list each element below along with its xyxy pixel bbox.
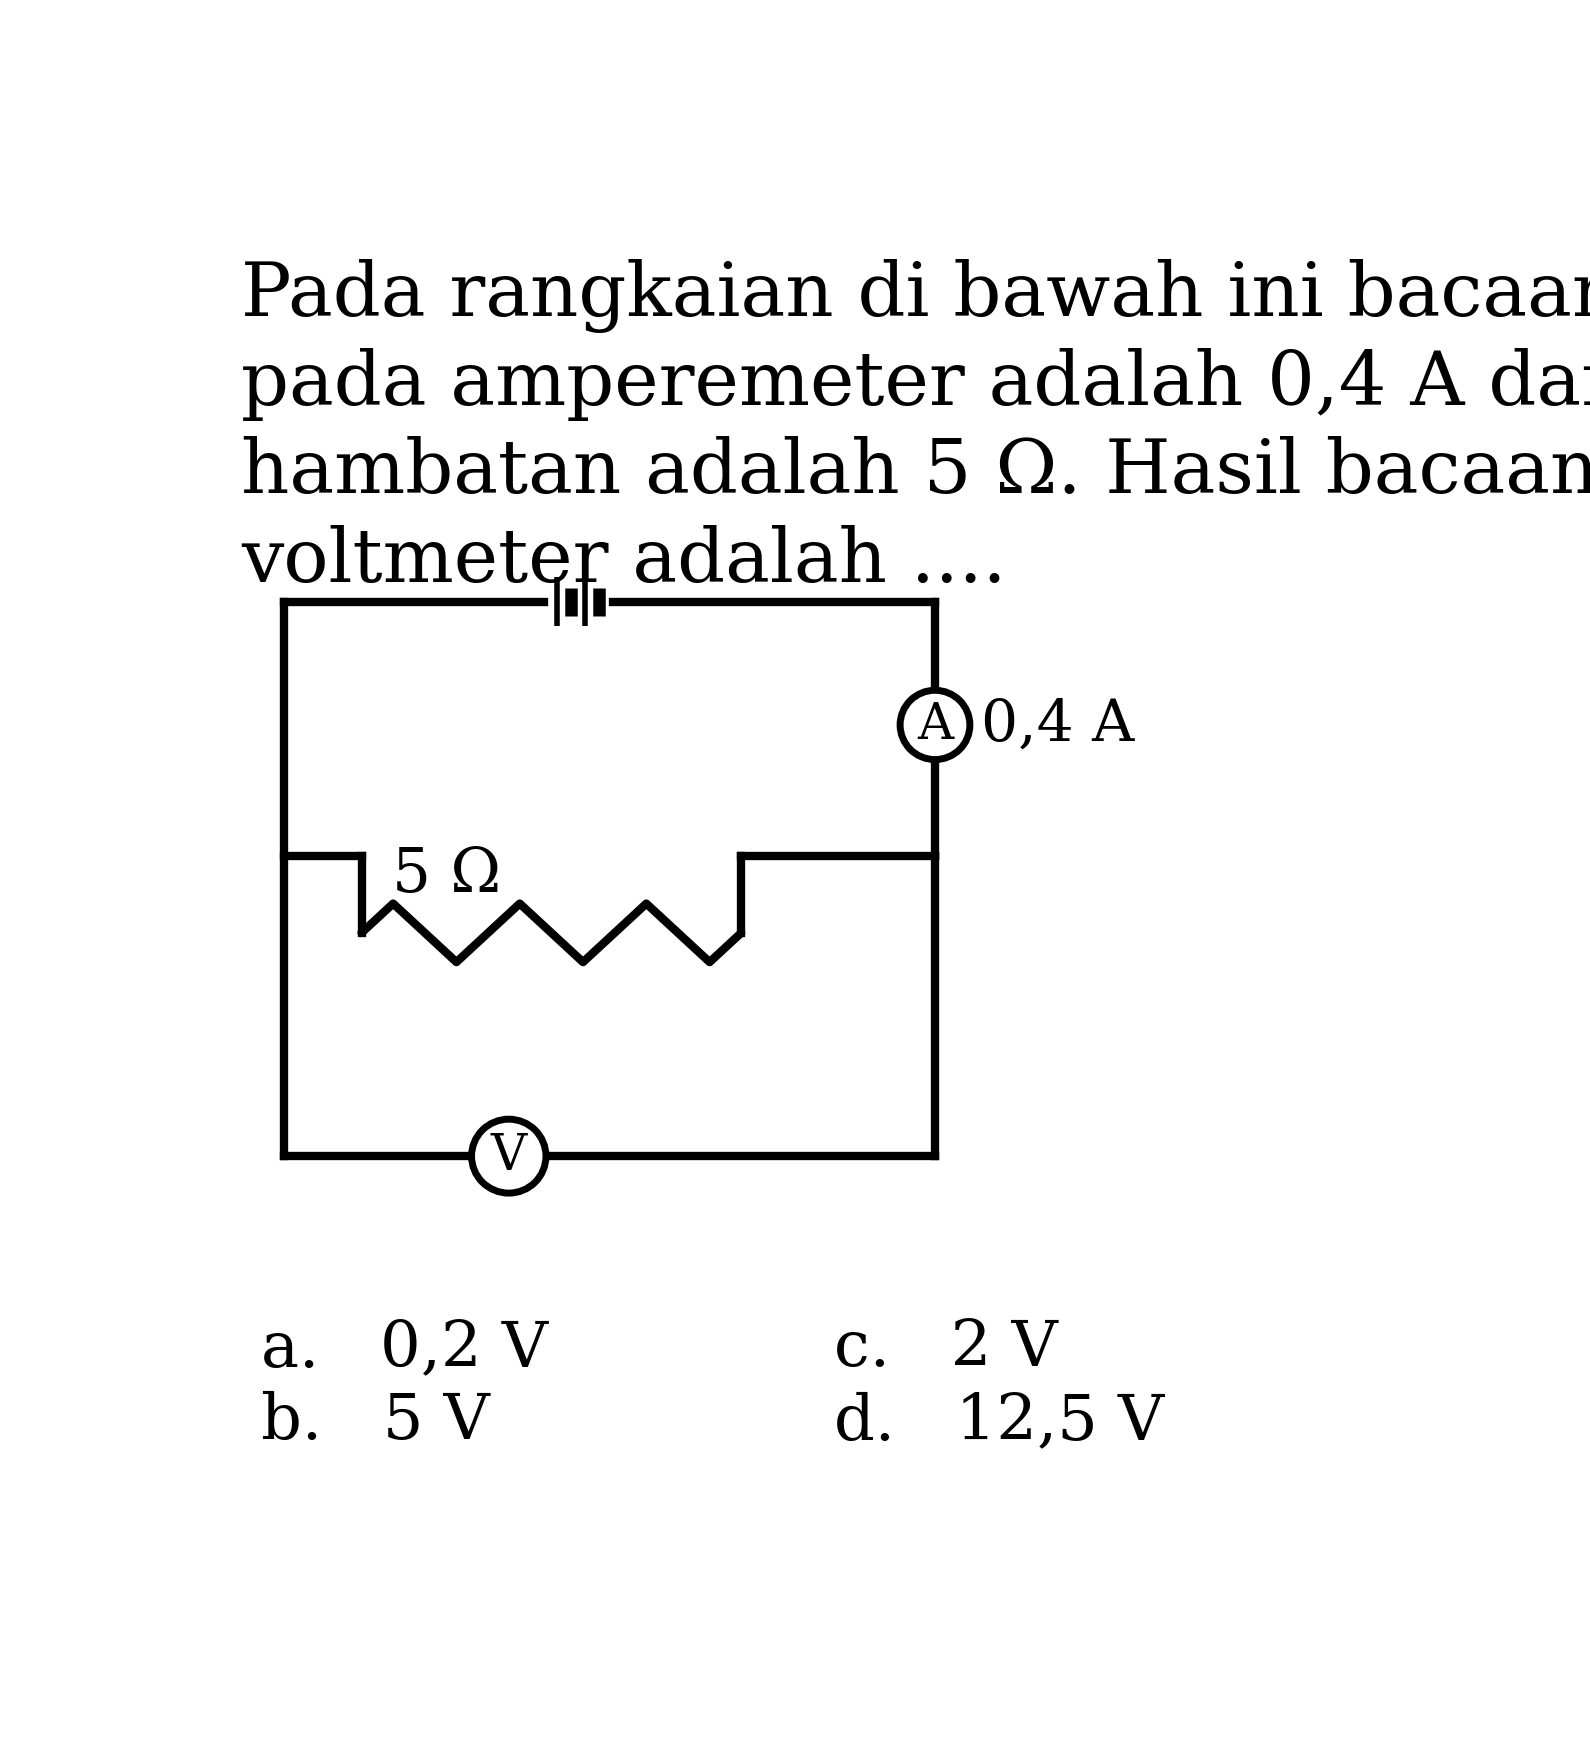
Text: 0,4 A: 0,4 A — [981, 697, 1135, 753]
Circle shape — [472, 1118, 545, 1193]
Text: V: V — [491, 1131, 526, 1181]
Text: Pada rangkaian di bawah ini bacaan: Pada rangkaian di bawah ini bacaan — [242, 260, 1590, 333]
Text: 5 Ω: 5 Ω — [393, 845, 501, 906]
Text: hambatan adalah 5 Ω. Hasil bacaan: hambatan adalah 5 Ω. Hasil bacaan — [242, 436, 1590, 509]
Text: d.   12,5 V: d. 12,5 V — [835, 1392, 1164, 1453]
Text: pada amperemeter adalah 0,4 A dan: pada amperemeter adalah 0,4 A dan — [242, 348, 1590, 420]
Circle shape — [900, 690, 970, 760]
Text: voltmeter adalah ....: voltmeter adalah .... — [242, 524, 1006, 598]
Text: c.   2 V: c. 2 V — [835, 1319, 1057, 1380]
Text: b.   5 V: b. 5 V — [261, 1392, 490, 1453]
Text: A: A — [917, 700, 952, 749]
Text: a.   0,2 V: a. 0,2 V — [261, 1319, 547, 1380]
